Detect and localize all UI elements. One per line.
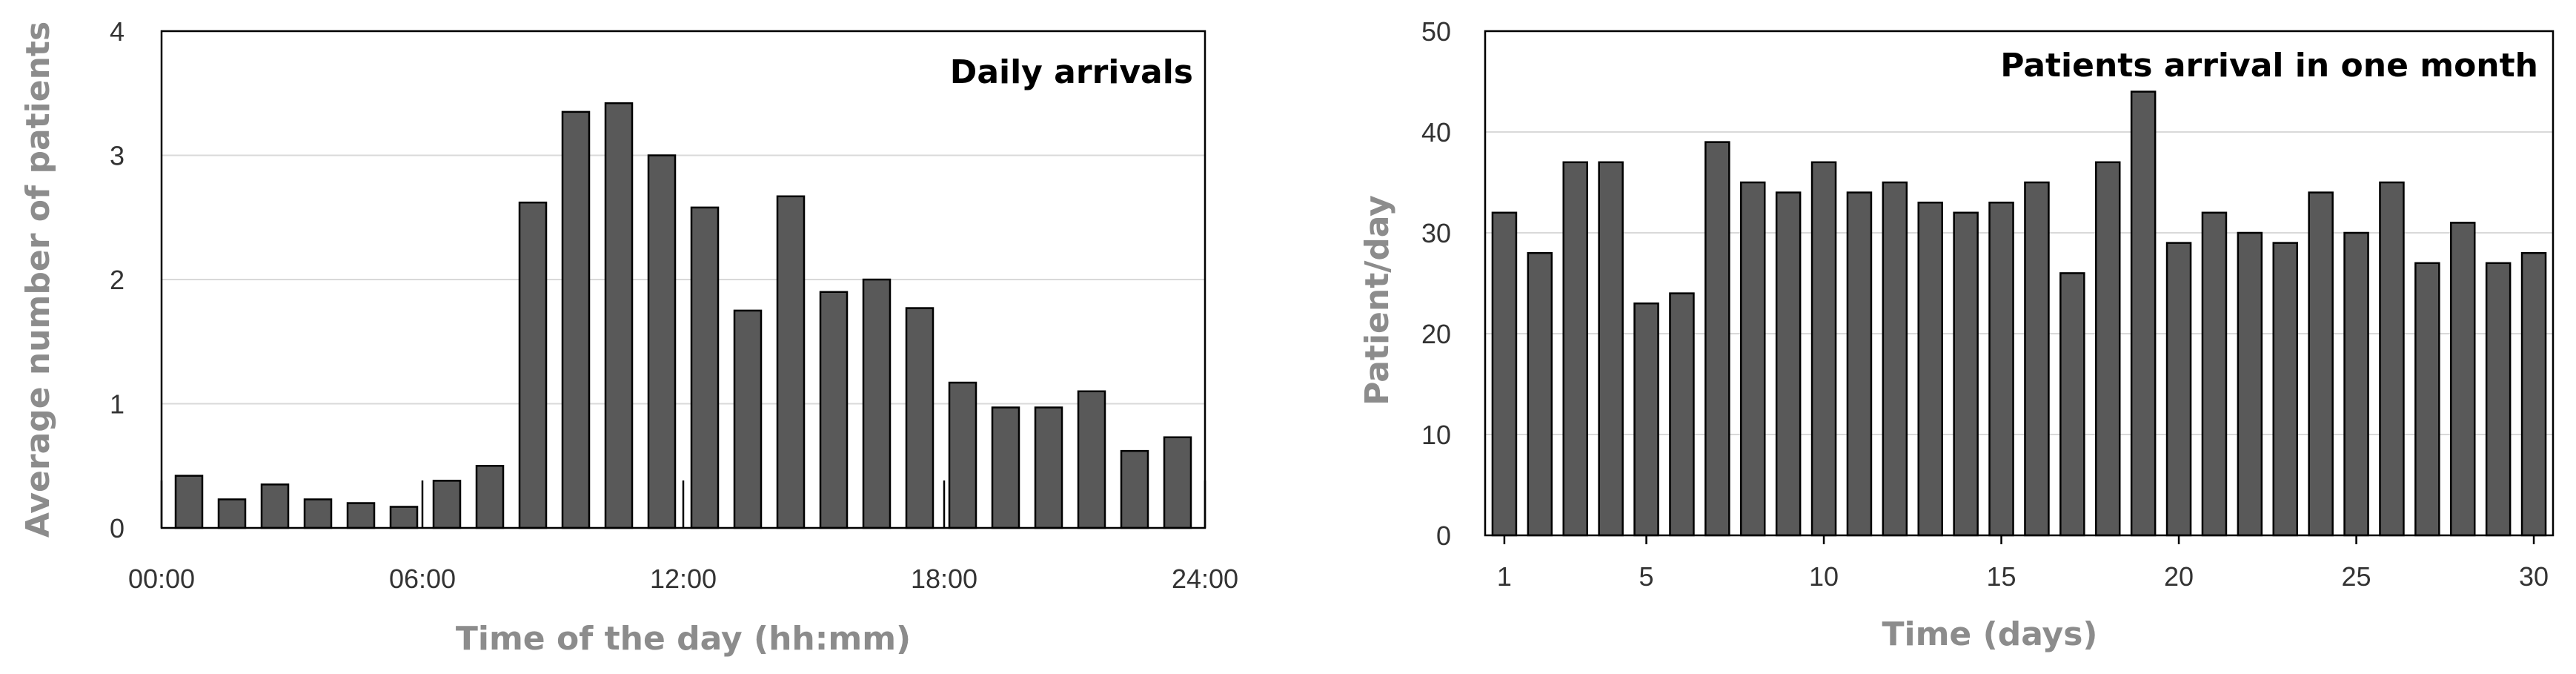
- daily-arrivals-bar: [604, 102, 634, 529]
- monthly-arrivals-bar: [1598, 161, 1624, 537]
- monthly-arrivals-bar: [2201, 211, 2228, 537]
- daily-arrivals-bar: [1034, 406, 1063, 529]
- daily-arrivals-x-tick-label: 18:00: [911, 564, 977, 594]
- monthly-arrivals-bar: [1491, 211, 1518, 537]
- daily-arrivals-bar: [647, 154, 677, 529]
- monthly-arrivals-y-axis-title: Patient/day: [1358, 195, 1396, 406]
- daily-arrivals-y-tick-label: 1: [110, 389, 125, 420]
- monthly-arrivals-bar: [1846, 191, 1873, 537]
- monthly-arrivals-bar: [2450, 222, 2476, 537]
- daily-arrivals-bar: [1120, 449, 1149, 529]
- daily-arrivals-bar: [432, 480, 462, 529]
- daily-arrivals-x-tick-label: 24:00: [1172, 564, 1238, 594]
- monthly-arrivals-bar: [2343, 231, 2369, 537]
- daily-arrivals-bar: [303, 498, 333, 529]
- daily-arrivals-bar: [690, 206, 720, 529]
- daily-arrivals-bar: [389, 506, 419, 529]
- daily-arrivals-x-tick-label: 06:00: [389, 564, 456, 594]
- monthly-arrivals-bar: [1562, 161, 1588, 537]
- monthly-arrivals-bar: [2379, 181, 2405, 537]
- monthly-arrivals-x-tick-label: 5: [1639, 561, 1654, 592]
- monthly-arrivals-x-axis-title: Time (days): [1882, 615, 2097, 653]
- monthly-arrivals-bar: [2485, 262, 2512, 537]
- monthly-arrivals-bar: [1633, 302, 1659, 537]
- monthly-arrivals-x-tick-label: 30: [2519, 561, 2549, 592]
- monthly-arrivals-plot-frame: [1484, 30, 2555, 537]
- monthly-arrivals-y-tick-label: 40: [1421, 117, 1451, 148]
- monthly-arrivals-x-tick-label: 1: [1497, 561, 1512, 592]
- daily-arrivals-bar: [862, 278, 892, 529]
- daily-arrivals-bar: [260, 483, 290, 529]
- monthly-arrivals-bar: [1704, 141, 1730, 537]
- monthly-arrivals-bar: [1917, 201, 1943, 537]
- daily-arrivals-x-tick-label: 00:00: [128, 564, 195, 594]
- monthly-arrivals-bar: [1882, 181, 1908, 537]
- daily-arrivals-bar: [819, 291, 849, 529]
- daily-arrivals-bar: [905, 307, 935, 529]
- daily-arrivals-bar: [1077, 390, 1106, 529]
- daily-arrivals-bar: [217, 498, 247, 529]
- monthly-arrivals-bar: [1953, 211, 1979, 537]
- monthly-arrivals-bar: [2237, 231, 2263, 537]
- daily-arrivals-y-axis-title: Average number of patients: [19, 22, 57, 538]
- daily-arrivals-bar: [561, 110, 591, 529]
- monthly-arrivals-bar: [1527, 251, 1553, 537]
- daily-arrivals-bar: [776, 195, 806, 529]
- daily-arrivals-x-tick-label: 12:00: [650, 564, 717, 594]
- daily-arrivals-bar: [948, 381, 977, 529]
- monthly-arrivals-y-tick-label: 50: [1421, 16, 1451, 47]
- monthly-arrivals-bar: [1988, 201, 2014, 537]
- monthly-arrivals-bar: [2414, 262, 2440, 537]
- daily-arrivals-bar: [475, 465, 505, 529]
- daily-arrivals-x-axis-title: Time of the day (hh:mm): [456, 620, 911, 658]
- daily-arrivals-y-tick-label: 0: [110, 513, 125, 544]
- monthly-arrivals-x-tick-label: 20: [2164, 561, 2194, 592]
- daily-arrivals-y-tick-label: 3: [110, 141, 125, 171]
- monthly-arrivals-title: Patients arrival in one month: [2000, 47, 2538, 85]
- monthly-arrivals-bar: [1775, 191, 1802, 537]
- monthly-arrivals-x-tick-label: 25: [2342, 561, 2371, 592]
- monthly-arrivals-x-tick-label: 10: [1809, 561, 1839, 592]
- monthly-arrivals-bar: [1740, 181, 1766, 537]
- monthly-arrivals-y-tick-label: 10: [1421, 420, 1451, 450]
- monthly-arrivals-bar: [2165, 242, 2192, 537]
- daily-arrivals-bar: [1163, 436, 1192, 529]
- daily-arrivals-bar: [346, 502, 376, 529]
- monthly-arrivals-y-tick-label: 30: [1421, 218, 1451, 248]
- monthly-arrivals-bar: [2059, 272, 2085, 537]
- monthly-arrivals-bar: [1669, 292, 1695, 537]
- monthly-arrivals-bar: [2520, 251, 2547, 537]
- daily-arrivals-bar: [518, 201, 548, 529]
- monthly-arrivals-y-tick-label: 20: [1421, 319, 1451, 349]
- monthly-arrivals-bar: [2024, 181, 2050, 537]
- daily-arrivals-bar: [991, 406, 1020, 529]
- daily-arrivals-bar: [733, 309, 763, 529]
- monthly-arrivals-y-tick-label: 0: [1436, 521, 1451, 551]
- daily-arrivals-chart: 0 1 2 3 4 00:00 06:00 12:00 18:00 24:00 Daily arr…: [19, 16, 1238, 658]
- monthly-arrivals-x-tick-label: 15: [1987, 561, 2016, 592]
- monthly-arrivals-bar: [2272, 242, 2298, 537]
- monthly-arrivals-bar: [2130, 90, 2157, 537]
- daily-arrivals-title: Daily arrivals: [950, 53, 1193, 91]
- monthly-arrivals-bar: [2308, 191, 2334, 537]
- monthly-arrivals-bar: [2095, 161, 2121, 537]
- daily-arrivals-bar: [174, 475, 204, 529]
- daily-arrivals-y-tick-label: 4: [110, 16, 125, 47]
- daily-arrivals-y-tick-label: 2: [110, 265, 125, 295]
- monthly-arrivals-bar: [1810, 161, 1837, 537]
